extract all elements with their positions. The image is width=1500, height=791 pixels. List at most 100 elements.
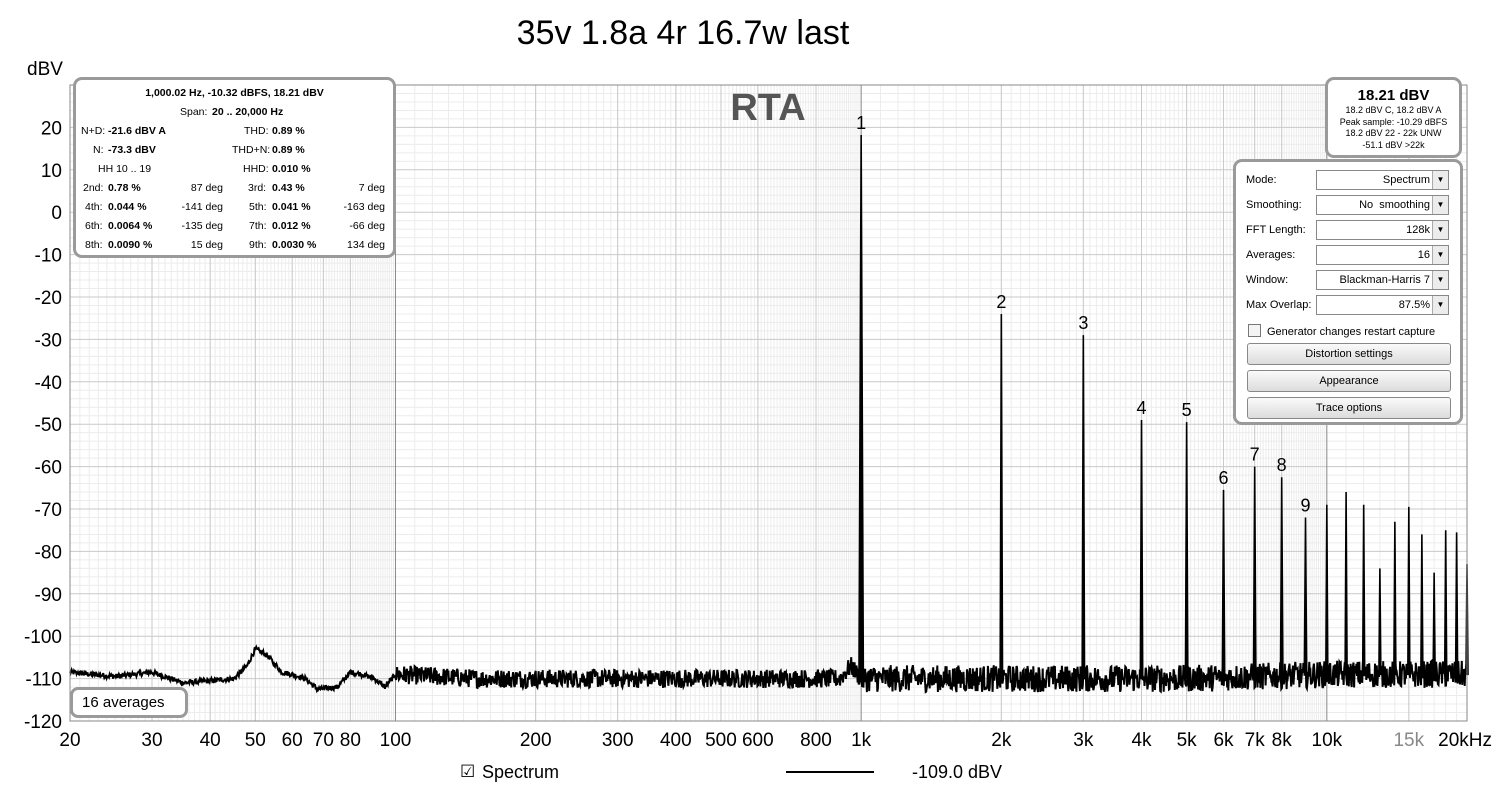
- window-value: Blackman-Harris 7: [1339, 274, 1430, 286]
- x-tick-label: 300: [602, 730, 634, 751]
- fundamental-readout: 1,000.02 Hz, -10.32 dBFS, 18.21 dBV: [145, 87, 324, 99]
- harmonic-label: 4th:: [85, 201, 103, 213]
- y-tick-label: -50: [35, 415, 62, 436]
- harmonic-phase: -141 deg: [181, 201, 223, 213]
- spectrum-noise-trace: [69, 644, 1468, 694]
- checkbox-box[interactable]: [1248, 324, 1261, 337]
- harmonic-value: 0.78 %: [108, 182, 141, 194]
- window-row: Window: Blackman-Harris 7 ▼: [1246, 270, 1456, 290]
- harmonic-phase: 87 deg: [190, 182, 223, 194]
- chevron-down-icon[interactable]: ▼: [1432, 246, 1448, 264]
- averages-badge: 16 averages: [70, 687, 188, 718]
- x-tick-label: 4k: [1131, 730, 1152, 751]
- y-tick-label: -10: [35, 246, 62, 267]
- chevron-down-icon[interactable]: ▼: [1432, 221, 1448, 239]
- x-tick-label: 3k: [1073, 730, 1094, 751]
- generator-restart-checkbox[interactable]: Generator changes restart capture: [1248, 324, 1435, 338]
- harmonic-spike: [1279, 477, 1284, 677]
- distortion-settings-button[interactable]: Distortion settings: [1247, 343, 1451, 365]
- fft-length-value: 128k: [1406, 224, 1430, 236]
- chevron-down-icon[interactable]: ▼: [1432, 196, 1448, 214]
- x-tick-label: 40: [200, 730, 221, 751]
- harmonic-spike: [1221, 489, 1226, 679]
- harmonic-phase: 134 deg: [347, 239, 385, 251]
- thd-value: 0.89 %: [272, 125, 305, 137]
- chart-title: 35v 1.8a 4r 16.7w last: [517, 14, 850, 52]
- fft-length-row: FFT Length: 128k ▼: [1246, 220, 1456, 240]
- y-axis-unit: dBV: [27, 59, 63, 80]
- x-tick-label: 1k: [851, 730, 872, 751]
- harmonic-spikes: [858, 135, 1469, 680]
- legend: ☑ Spectrum -109.0 dBV: [0, 760, 1500, 788]
- harmonic-number-label: 2: [996, 292, 1006, 312]
- chevron-down-icon[interactable]: ▼: [1432, 296, 1448, 314]
- x-tick-label: 800: [800, 730, 832, 751]
- harmonic-number-label: 6: [1219, 468, 1229, 488]
- harmonic-spike: [1432, 572, 1436, 676]
- smoothing-select[interactable]: No smoothing ▼: [1316, 195, 1449, 215]
- x-tick-label: 20: [59, 730, 80, 751]
- harmonic-spike: [1184, 422, 1189, 680]
- averages-value: 16: [1417, 249, 1430, 261]
- harmonic-spike: [1407, 506, 1411, 676]
- thdn-value: 0.89 %: [272, 144, 305, 156]
- level-readout-panel: 18.21 dBV 18.2 dBV C, 18.2 dBV A Peak sa…: [1325, 77, 1462, 158]
- y-tick-label: 10: [41, 161, 62, 182]
- x-tick-label: 8k: [1272, 730, 1293, 751]
- harmonic-labels: 1 2 3 4 5 6 789: [856, 113, 1310, 515]
- averages-select[interactable]: 16 ▼: [1316, 245, 1449, 265]
- harmonic-label: 7th:: [249, 220, 267, 232]
- plot-frame: [69, 84, 1468, 722]
- harmonic-number-label: 1: [856, 113, 866, 133]
- y-tick-label: -80: [35, 542, 62, 563]
- x-tick-label: 600: [742, 730, 774, 751]
- n-value: -73.3 dBV: [108, 144, 156, 156]
- harmonic-number-label: 3: [1078, 313, 1088, 333]
- harmonic-spike: [1454, 532, 1459, 676]
- harmonic-phase: -135 deg: [181, 220, 223, 232]
- averages-row: Averages: 16 ▼: [1246, 245, 1456, 265]
- mode-select[interactable]: Spectrum ▼: [1316, 170, 1449, 190]
- harmonic-spike: [999, 313, 1004, 680]
- x-tick-label: 7k: [1245, 730, 1266, 751]
- harmonic-spike: [1303, 517, 1308, 676]
- harmonic-value: 0.041 %: [272, 201, 311, 213]
- level-line: 18.2 dBV 22 - 22k UNW: [1345, 128, 1442, 138]
- y-tick-label: -20: [35, 288, 62, 309]
- x-tick-label: 500: [705, 730, 737, 751]
- x-tick-label: 15k: [1393, 730, 1424, 751]
- x-tick-label: 400: [660, 730, 692, 751]
- chevron-down-icon[interactable]: ▼: [1432, 271, 1448, 289]
- x-tick-label: 6k: [1213, 730, 1234, 751]
- mode-label: Mode:: [1246, 174, 1277, 186]
- y-tick-labels: 20 10 0 -10 -20 -30 -40 -50 -60 -70 -80 -90 -100 -110…: [24, 118, 62, 733]
- y-tick-label: -60: [35, 458, 62, 479]
- fft-length-label: FFT Length:: [1246, 224, 1306, 236]
- overlap-label: Max Overlap:: [1246, 299, 1312, 311]
- harmonic-number-label: 8: [1277, 455, 1287, 475]
- thdn-label: THD+N:: [232, 144, 271, 156]
- harmonic-spike: [1139, 419, 1144, 680]
- y-tick-label: -100: [24, 627, 62, 648]
- harmonic-label: 8th:: [85, 239, 103, 251]
- y-tick-label: -120: [24, 712, 62, 733]
- harmonic-label: 9th:: [249, 239, 267, 251]
- harmonic-label: 3rd:: [248, 182, 267, 194]
- trace-options-button[interactable]: Trace options: [1247, 397, 1451, 419]
- harmonic-value: 0.0030 %: [272, 239, 317, 251]
- fft-length-select[interactable]: 128k ▼: [1316, 220, 1449, 240]
- legend-cursor-value: -109.0 dBV: [912, 762, 1003, 782]
- chevron-down-icon[interactable]: ▼: [1432, 171, 1448, 189]
- nd-value: -21.6 dBV A: [108, 125, 166, 137]
- overlap-select[interactable]: 87.5% ▼: [1316, 295, 1449, 315]
- x-tick-label: 80: [340, 730, 361, 751]
- window-select[interactable]: Blackman-Harris 7 ▼: [1316, 270, 1449, 290]
- hhd-label: HHD:: [243, 163, 269, 175]
- harmonic-number-label: 5: [1182, 400, 1192, 420]
- harmonic-spike: [858, 135, 865, 680]
- legend-line-swatch: [786, 771, 874, 773]
- harmonic-phase: -163 deg: [343, 201, 385, 213]
- spectrum-legend-checkbox[interactable]: ☑: [460, 762, 476, 781]
- appearance-button[interactable]: Appearance: [1247, 370, 1451, 392]
- harmonic-number-label: 4: [1137, 398, 1147, 418]
